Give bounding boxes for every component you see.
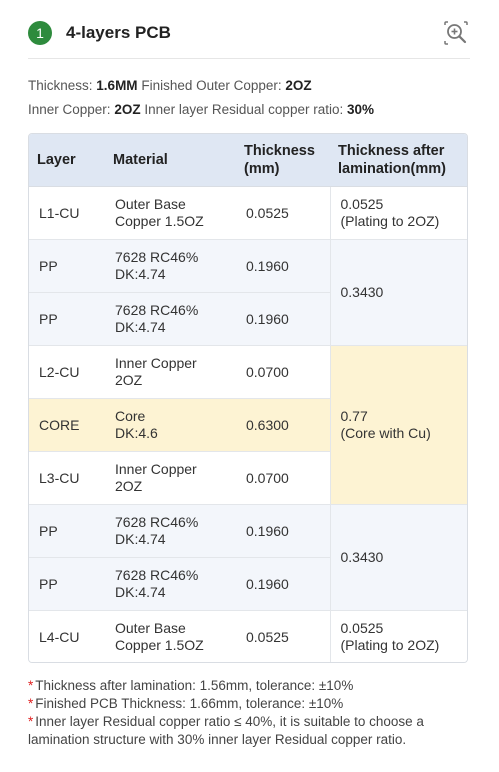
material-cell: Outer Base Copper 1.5OZ (105, 186, 236, 240)
thickness-cell: 0.1960 (236, 557, 330, 611)
thickness-cell: 0.6300 (236, 398, 330, 452)
header-layer: Layer (29, 134, 105, 187)
asterisk-icon: * (28, 696, 34, 711)
layer-cell: PP (29, 292, 105, 346)
stackup-table-container: Layer Material Thickness (mm) Thickness … (28, 133, 468, 663)
material-cell: Inner Copper 2OZ (105, 451, 236, 505)
table-row-core: CORE Core DK:4.6 0.6300 (29, 398, 467, 452)
table-row: PP 7628 RC46% DK:4.74 0.1960 0.3430 (29, 239, 467, 346)
thickness-cell: 0.1960 (236, 504, 330, 558)
stackup-notes: * Thickness after lamination: 1.56mm, tol… (28, 677, 468, 749)
layer-cell: PP (29, 239, 105, 293)
material-cell: 7628 RC46% DK:4.74 (105, 239, 236, 293)
table-row: L4-CU Outer Base Copper 1.5OZ 0.0525 0.05… (29, 610, 467, 662)
layer-cell: CORE (29, 398, 105, 452)
layer-cell: PP (29, 557, 105, 611)
layer-cell: L2-CU (29, 345, 105, 399)
header-thickness-after: Thickness after lamination(mm) (330, 134, 467, 187)
table-header-row: Layer Material Thickness (mm) Thickness … (29, 134, 467, 187)
layer-cell: L3-CU (29, 451, 105, 505)
table-row: L2-CU Inner Copper 2OZ 0.0700 0.77 (Core w… (29, 345, 467, 505)
inner-copper-value: 2OZ (114, 102, 141, 117)
outer-copper-label: Finished Outer Copper: (141, 78, 282, 93)
material-cell: Core DK:4.6 (105, 398, 236, 452)
header-material: Material (105, 134, 236, 187)
material-cell: 7628 RC46% DK:4.74 (105, 557, 236, 611)
residual-ratio-label: Inner layer Residual copper ratio: (144, 102, 344, 117)
thickness-cell: 0.0700 (236, 345, 330, 399)
layer-cell: L4-CU (39, 628, 80, 645)
after-lamination-cell: 0.3430 (329, 504, 467, 611)
material-cell: 7628 RC46% DK:4.74 (105, 504, 236, 558)
table-row: PP 7628 RC46% DK:4.74 0.1960 0.3430 (29, 504, 467, 611)
header-thickness: Thickness (mm) (236, 134, 330, 187)
residual-ratio-value: 30% (346, 102, 375, 117)
thickness-value: 1.6MM (96, 78, 138, 93)
specs-line-2: Inner Copper: 2OZ Inner layer Residual c… (28, 98, 374, 122)
note-item: * Inner layer Residual copper ratio ≤ 40%… (28, 714, 424, 747)
stackup-table: Layer Material Thickness (mm) Thickness … (29, 134, 467, 662)
material-cell: Outer Base Copper 1.5OZ (115, 620, 204, 653)
inner-copper-label: Inner Copper: (28, 102, 111, 117)
outer-copper-value: 2OZ (285, 78, 312, 93)
thickness-cell: 0.1960 (236, 292, 330, 346)
zoom-in-icon[interactable] (442, 19, 470, 47)
layer-cell: PP (29, 504, 105, 558)
layer-cell: L1-CU (29, 186, 105, 240)
after-lamination-cell: 0.0525 (Plating to 2OZ) (329, 610, 467, 662)
thickness-cell: 0.0525 (236, 186, 330, 240)
stackup-title: 4-layers PCB (66, 23, 171, 42)
after-lamination-cell: 0.77 (Core with Cu) (329, 345, 467, 505)
thickness-label: Thickness: (28, 78, 93, 93)
material-cell: Inner Copper 2OZ (105, 345, 236, 399)
step-number-badge: 1 (28, 21, 52, 45)
thickness-cell: 0.0525 (246, 628, 289, 645)
asterisk-icon: * (28, 678, 34, 693)
note-item: * Finished PCB Thickness: 1.66mm, toleran… (28, 696, 344, 711)
stackup-specs: Thickness: 1.6MM Finished Outer Copper: … (28, 74, 374, 122)
asterisk-icon: * (28, 714, 34, 729)
specs-line-1: Thickness: 1.6MM Finished Outer Copper: … (28, 74, 374, 98)
after-lamination-cell: 0.3430 (329, 239, 467, 346)
thickness-cell: 0.1960 (236, 239, 330, 293)
material-cell: 7628 RC46% DK:4.74 (105, 292, 236, 346)
table-row: L1-CU Outer Base Copper 1.5OZ 0.0525 0.05… (29, 186, 467, 240)
note-item: * Thickness after lamination: 1.56mm, tol… (28, 678, 354, 693)
thickness-cell: 0.0700 (236, 451, 330, 505)
after-lamination-cell: 0.0525 (Plating to 2OZ) (329, 186, 467, 240)
stackup-header: 1 4-layers PCB (28, 14, 470, 59)
